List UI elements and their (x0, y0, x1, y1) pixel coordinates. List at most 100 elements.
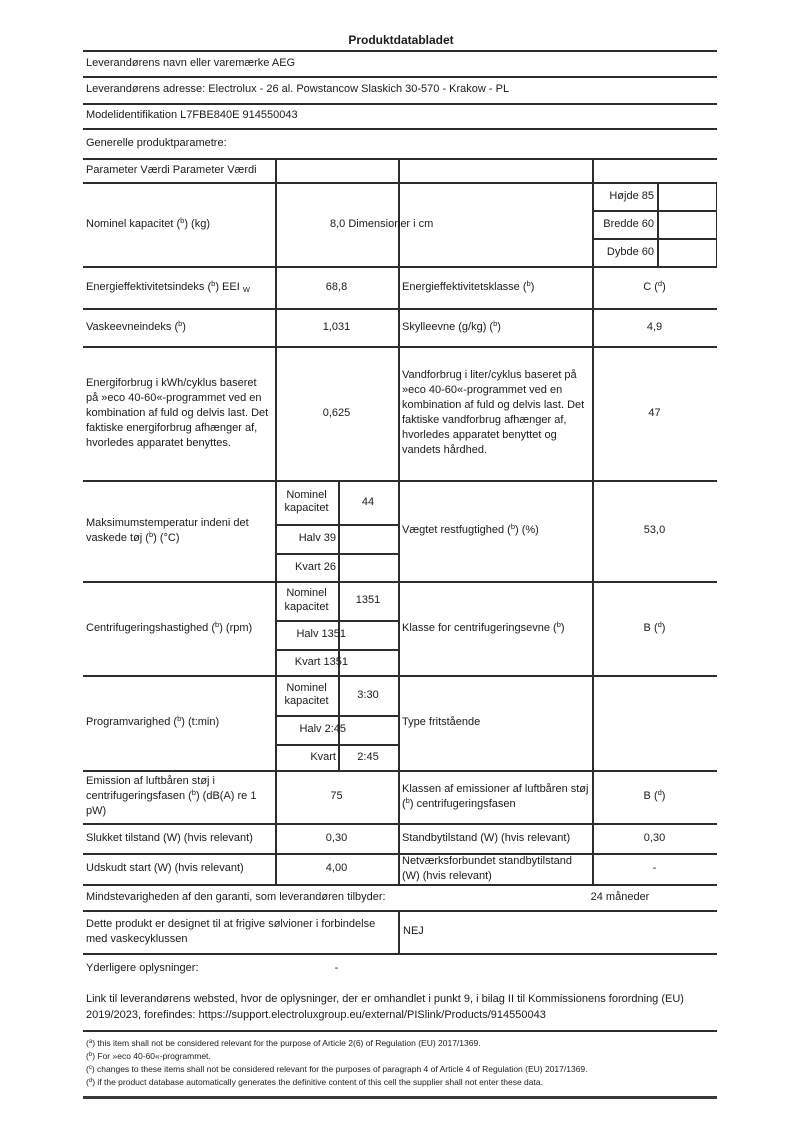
row-border (83, 953, 717, 955)
footnote-b: (b) For »eco 40-60«-programmet. (86, 1051, 211, 1061)
label-residual-humidity: Vægtet restfugtighed (b) (%) (402, 522, 539, 536)
sub-border (275, 744, 398, 746)
row-border (83, 182, 717, 184)
row-border (83, 308, 717, 310)
subcell-nominal-label: Nominel kapacitet (284, 681, 329, 708)
label-rinse: Skylleevne (g/kg) (b) (402, 318, 501, 333)
dimension-width: Bredde 60 (603, 217, 654, 230)
subcell-quarter-label: Kvart (310, 750, 336, 763)
table-top-border (83, 158, 717, 160)
divider (83, 103, 717, 105)
sub-border (275, 553, 398, 555)
value-energy-consumption: 0,625 (322, 406, 351, 419)
label-type: Type fritstående (402, 716, 481, 728)
footnote-d: (d) if the product database automaticall… (86, 1077, 543, 1087)
value-noise-class: B (d) (643, 788, 666, 802)
value-spin-class: B (d) (643, 619, 666, 634)
section-heading: Generelle produktparametre: (86, 136, 227, 149)
label-wash-index: Vaskeevneindeks (b) (86, 318, 186, 333)
column-border (592, 158, 594, 884)
row-border (83, 266, 717, 268)
label-water-consumption: Vandforbrug i liter/cyklus baseret på »e… (402, 369, 585, 456)
label-noise: Emission af luftbåren støj i centrifuger… (86, 775, 257, 817)
nej-cell-border (398, 910, 400, 953)
label-warranty: Mindstevarigheden af den garanti, som le… (86, 890, 386, 903)
model-identification: Modelidentifikation L7FBE840E 914550043 (86, 109, 298, 121)
value-silver-ions: NEJ (403, 925, 424, 937)
row-border (83, 823, 717, 825)
label-additional-info: Yderligere oplysninger: (86, 962, 199, 974)
row-border (83, 853, 717, 855)
value-energy-class: C (d) (643, 278, 666, 293)
sub-border (275, 715, 398, 717)
label-spin-speed: Centrifugeringshastighed (b) (rpm) (86, 619, 253, 634)
value-additional-info: - (334, 962, 339, 974)
dims-sub-column-border (657, 182, 659, 266)
supplier-name: Leverandørens navn eller varemærke AEG (86, 56, 296, 69)
subcell-nominal-label: Nominel kapacitet (284, 587, 329, 613)
dims-sub-border (592, 210, 717, 212)
label-delay-start: Udskudt start (W) (hvis relevant) (86, 862, 244, 874)
row-border (83, 770, 717, 772)
label-standby: Standbytilstand (W) (hvis relevant) (402, 831, 571, 844)
sub-border (275, 649, 398, 651)
footnote-a: (a) this item shall not be considered re… (86, 1038, 481, 1048)
supplier-address: Leverandørens adresse: Electrolux - 26 a… (86, 83, 510, 95)
label-energy-class: Energieffektivitetsklasse (b) (402, 278, 535, 293)
divider (83, 76, 717, 78)
table-header: Parameter Værdi Parameter Værdi (86, 163, 257, 176)
label-energy-consumption: Energiforbrug i kWh/cyklus baseret på »e… (86, 376, 269, 449)
value-eei: 68,8 (325, 280, 348, 293)
label-networked-standby: Netværksforbundet standbytilstand (W) (h… (402, 854, 572, 882)
value-off-mode: 0,30 (325, 831, 348, 844)
dimension-height: Højde 85 (609, 189, 654, 202)
label-duration: Programvarighed (b) (t:min) (86, 714, 220, 728)
value-warranty: 24 måneder (590, 890, 650, 903)
sub-border (275, 620, 398, 622)
dims-sub-border (592, 238, 717, 240)
subcell-half: Halv 2:45 (299, 723, 346, 735)
value-noise: 75 (330, 790, 343, 802)
value-residual-humidity: 53,0 (643, 524, 666, 536)
label-noise-class: Klassen af emissioner af luftbåren støj … (402, 782, 589, 810)
sub-border (275, 524, 398, 526)
footnote-c: (c) changes to these items shall not be … (86, 1064, 588, 1074)
value-capacity-dimensions: 8,0 Dimensioner i cm (330, 217, 434, 230)
value-rinse: 4,9 (646, 320, 663, 333)
divider (83, 128, 717, 130)
row-border (83, 884, 717, 886)
column-border (398, 158, 400, 884)
dims-right-border (715, 182, 717, 266)
subcell-quarter: Kvart 1351 (294, 655, 348, 668)
label-nominal-capacity: Nominel kapacitet (b) (kg) (86, 215, 210, 230)
supplier-website-link: Link til leverandørens websted, hvor de … (86, 992, 684, 1022)
value-delay-start: 4,00 (325, 862, 348, 874)
subcell-quarter-value: 2:45 (357, 750, 379, 763)
subcell-nominal-label: Nominel kapacitet (284, 488, 329, 515)
label-spin-class: Klasse for centrifugeringsevne (b) (402, 619, 565, 634)
label-eei: Energieffektivitetsindeks (b) EEI W (86, 278, 250, 294)
value-networked-standby: - (652, 862, 657, 874)
row-border (83, 480, 717, 482)
label-silver-ions: Dette produkt er designet til at frigive… (86, 917, 376, 945)
row-border (83, 675, 717, 677)
subcell-quarter: Kvart 26 (295, 560, 336, 573)
subcell-half: Halv 1351 (296, 628, 346, 640)
page-title: Produktdatabladet (348, 32, 454, 47)
value-standby: 0,30 (643, 831, 666, 844)
subcell-nominal-value: 3:30 (357, 688, 379, 701)
row-border (83, 346, 717, 348)
label-off-mode: Slukket tilstand (W) (hvis relevant) (86, 831, 253, 844)
divider (83, 1030, 717, 1032)
subcell-nominal-value: 44 (361, 495, 375, 508)
label-max-temperature: Maksimumstemperatur indeni det vaskede t… (86, 516, 249, 544)
dimension-depth: Dybde 60 (606, 245, 654, 258)
sub-column-border (338, 480, 340, 770)
divider (83, 50, 717, 52)
bottom-border (83, 1096, 717, 1099)
column-border (275, 158, 277, 884)
value-wash-index: 1,031 (322, 320, 351, 333)
subcell-half: Halv 39 (298, 532, 336, 544)
row-border (83, 910, 717, 912)
